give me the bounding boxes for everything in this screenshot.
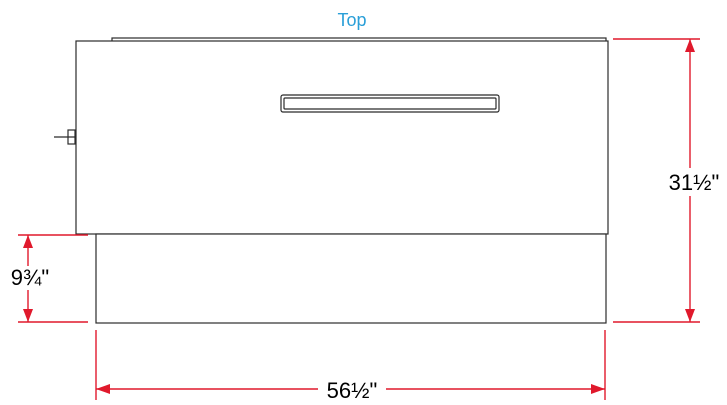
width-arrow-left <box>96 384 110 394</box>
width-label-bg <box>318 376 386 402</box>
base-arrow-top <box>23 235 33 248</box>
width-label: 56½" <box>327 378 378 403</box>
height-dimension: 31½" <box>613 38 724 323</box>
upper-body <box>75 40 609 235</box>
side-latch-body <box>67 129 76 145</box>
lower-base <box>95 233 607 324</box>
view-title: Top <box>337 10 366 30</box>
handle-slot-inner <box>283 97 497 110</box>
object-outline <box>54 37 609 324</box>
base-arrow-bottom <box>23 309 33 322</box>
width-dimension: 56½" <box>95 330 606 403</box>
width-arrow-right <box>591 384 605 394</box>
height-label-bg <box>664 168 724 196</box>
base-label-bg <box>4 266 54 290</box>
height-arrow-bottom <box>685 309 695 322</box>
handle-slot <box>280 94 500 113</box>
base-height-label: 9¾" <box>11 265 49 290</box>
height-arrow-top <box>685 39 695 52</box>
height-label: 31½" <box>669 170 720 195</box>
base-height-dimension: 9¾" <box>4 234 88 323</box>
